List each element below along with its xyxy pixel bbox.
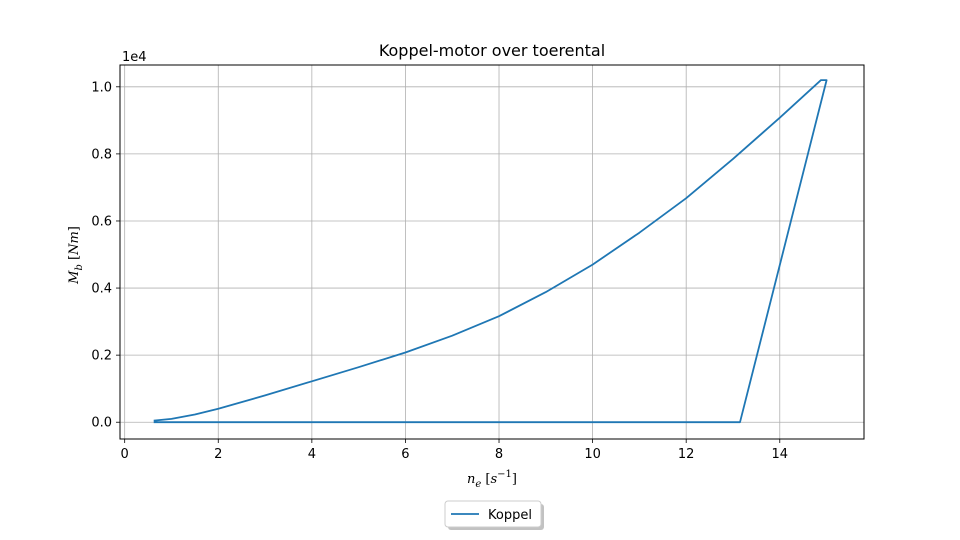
- x-tick-label: 8: [495, 447, 503, 462]
- y-tick-label: 0.6: [91, 214, 112, 229]
- chart-title: Koppel-motor over toerental: [379, 41, 605, 60]
- legend: Koppel: [444, 500, 544, 530]
- x-tick-label: 2: [214, 447, 222, 462]
- y-tick-label: 0.0: [91, 416, 112, 431]
- y-axis: 0.0 0.2 0.4 0.6 0.8 1.0: [91, 80, 120, 431]
- plot-frame: [119, 64, 865, 440]
- x-tick-label: 10: [584, 447, 601, 462]
- x-tick-label: 6: [401, 447, 409, 462]
- x-axis: 0 2 4 6 8 10 12 14: [121, 439, 789, 462]
- legend-box: [444, 500, 542, 528]
- y-tick-label: 0.4: [91, 282, 112, 297]
- x-tick-label: 0: [121, 447, 129, 462]
- y-tick-label: 1.0: [91, 80, 112, 95]
- y-tick-label: 0.2: [91, 349, 112, 364]
- legend-label-koppel: Koppel: [488, 508, 532, 523]
- y-offset-text: 1e4: [122, 50, 147, 65]
- x-tick-label: 14: [772, 447, 789, 462]
- series-layer: [153, 79, 828, 424]
- x-axis-label: ne [s−1]: [467, 469, 517, 490]
- y-tick-label: 0.8: [91, 147, 112, 162]
- x-tick-label: 12: [678, 447, 695, 462]
- x-tick-label: 4: [308, 447, 316, 462]
- y-axis-label: Mb [Nm]: [67, 226, 85, 285]
- series-line-koppel: [153, 79, 828, 424]
